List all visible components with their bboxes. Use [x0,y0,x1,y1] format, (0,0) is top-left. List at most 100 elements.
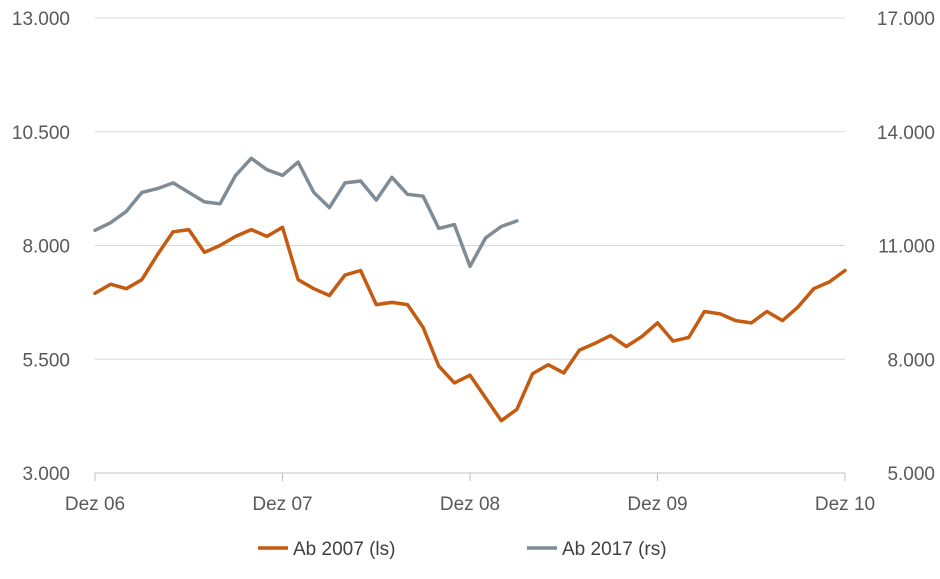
y-left-tick-label: 10.500 [12,123,70,144]
data-point [171,230,175,234]
data-point [343,273,347,277]
data-point [671,339,675,343]
data-point [218,202,222,205]
data-point [296,160,300,164]
data-point [812,287,815,290]
data-point [453,381,456,385]
x-tick-label: Dez 06 [65,494,125,515]
data-point [171,181,175,185]
y-left-tick-label: 8.000 [22,237,70,258]
data-point [328,206,331,209]
data-point [781,319,784,322]
data-point [593,342,597,345]
legend: Ab 2007 (ls) Ab 2017 (rs) [258,539,667,560]
y-left-tick-label: 13.000 [12,9,70,30]
data-point [515,219,519,223]
data-point [187,228,190,231]
data-point [453,223,456,226]
series-right [93,156,519,269]
y-left-tick-label: 3.000 [22,464,70,485]
data-point [93,292,97,295]
data-point [609,334,612,337]
data-point [281,174,284,177]
data-point [281,226,284,229]
data-point [359,179,362,183]
data-point [156,253,159,256]
data-point [265,235,269,238]
x-tick-label: Dez 10 [815,494,875,515]
data-point [484,236,487,240]
data-point [515,408,519,411]
data-point [359,269,362,272]
data-point [437,364,440,368]
data-point [734,319,737,322]
series-line-left [93,225,847,423]
data-point [625,345,628,348]
data-point [203,200,206,204]
series-lines [93,156,847,423]
data-point [265,168,269,171]
data-point [312,287,315,290]
data-point [328,294,331,297]
y-axis-right: 5.000 8.000 11.000 14.000 17.000 [877,9,935,485]
data-point [125,287,128,290]
data-point [375,198,378,202]
data-point [140,191,144,194]
y-left-tick-label: 5.500 [22,350,70,371]
data-point [203,251,206,254]
data-point [93,229,97,232]
data-point [125,210,128,213]
series-left [93,225,847,423]
y-right-tick-label: 11.000 [878,237,935,258]
data-point [312,191,315,194]
data-point [468,373,472,377]
data-point [375,303,378,306]
data-point [796,305,800,309]
data-point [546,363,550,366]
data-point [437,227,440,230]
data-point [703,310,706,313]
data-point [484,396,487,400]
data-point [718,312,722,315]
data-point [234,235,237,238]
data-point [406,303,409,306]
data-point [468,265,472,268]
x-axis: Dez 06 Dez 07 Dez 08 Dez 09 Dez 10 [65,472,875,515]
data-point [500,419,503,422]
data-point [109,221,112,224]
data-point [156,187,159,190]
data-point [531,372,534,376]
data-point [640,335,644,338]
data-point [140,278,144,281]
data-point [187,191,190,194]
y-right-tick-label: 5.000 [887,464,935,485]
data-point [578,348,581,352]
data-point [687,336,690,339]
data-point [250,228,253,231]
data-point [765,310,769,313]
data-point [656,321,659,325]
data-point [296,278,300,281]
data-point [750,321,753,325]
data-point [250,157,253,160]
y-right-tick-label: 14.000 [877,123,935,144]
data-point [218,244,222,247]
data-point [562,371,565,375]
data-point [109,282,112,286]
y-axis-left: 3.000 5.500 8.000 10.500 13.000 [12,9,70,485]
data-point [500,225,503,228]
data-point [234,174,237,177]
legend-label: Ab 2007 (ls) [293,539,395,560]
data-point [828,280,831,284]
y-right-tick-label: 17.000 [877,9,935,30]
x-tick-label: Dez 09 [627,494,687,515]
x-tick-label: Dez 07 [252,494,312,515]
x-tick-label: Dez 08 [440,494,500,515]
data-point [390,176,394,179]
series-line-right [93,156,519,269]
data-point [843,269,847,272]
data-point [421,326,425,329]
data-point [390,301,394,304]
data-point [421,195,425,198]
